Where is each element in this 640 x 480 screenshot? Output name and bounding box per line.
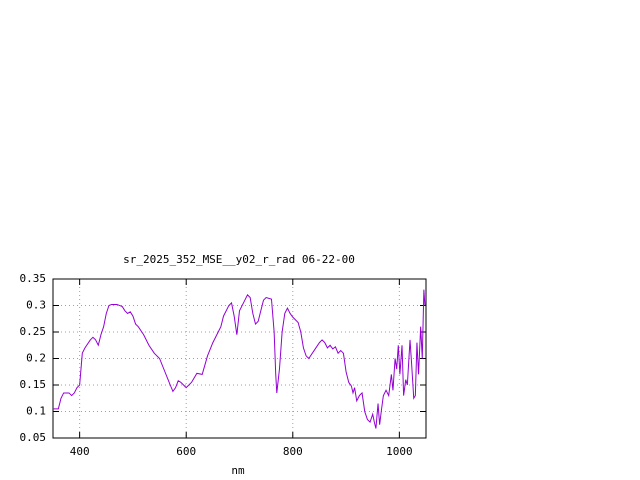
y-tick-label: 0.15 (20, 378, 47, 391)
y-tick-label: 0.25 (20, 325, 47, 338)
x-axis-label: nm (231, 464, 245, 477)
x-tick-label: 800 (283, 445, 303, 458)
chart-title: sr_2025_352_MSE__y02_r_rad 06-22-00 (123, 253, 355, 266)
x-tick-label: 1000 (386, 445, 413, 458)
y-tick-label: 0.1 (26, 405, 46, 418)
data-line (53, 289, 426, 429)
y-tick-label: 0.2 (26, 352, 46, 365)
x-tick-label: 600 (176, 445, 196, 458)
y-tick-label: 0.35 (20, 272, 47, 285)
y-tick-label: 0.05 (20, 431, 47, 444)
y-tick-label: 0.3 (26, 299, 46, 312)
plot-frame (52, 278, 427, 439)
x-tick-label: 400 (70, 445, 90, 458)
